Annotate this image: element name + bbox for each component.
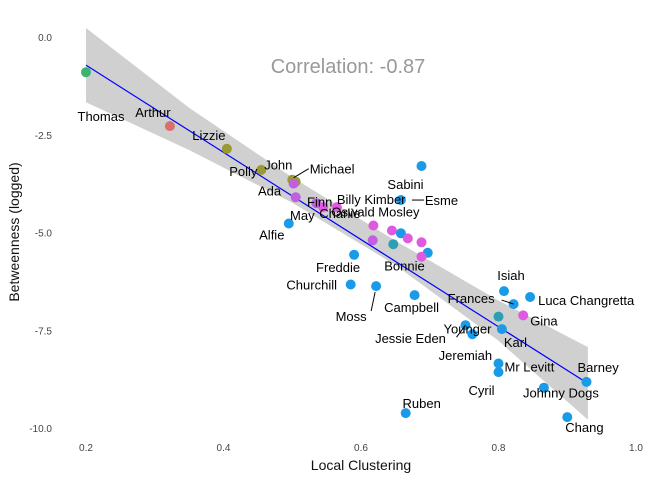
point-label: Polly xyxy=(229,164,258,179)
scatter-point xyxy=(386,225,397,236)
scatter-point xyxy=(416,237,427,248)
label-leader-line xyxy=(501,299,514,305)
scatter-point xyxy=(345,279,356,290)
point-label: Churchill xyxy=(286,278,337,293)
point-label: Esme xyxy=(425,193,458,208)
scatter-point xyxy=(416,251,427,262)
point-label: Lizzie xyxy=(192,128,225,143)
point-label: Luca Changretta xyxy=(538,293,635,308)
scatter-point xyxy=(256,164,267,175)
scatter-point xyxy=(368,220,379,231)
scatter-point xyxy=(283,218,294,229)
scatter-point xyxy=(395,195,406,205)
point-label: Mr Levitt xyxy=(505,360,555,375)
scatter-point xyxy=(349,249,360,260)
x-tick-label: 0.8 xyxy=(492,443,506,454)
point-label: Sabini xyxy=(387,177,423,192)
point-label: Karl xyxy=(504,335,527,350)
x-axis-ticks: 0.2 0.4 0.6 0.8 1.0 xyxy=(79,443,643,454)
point-label: Cyril xyxy=(469,383,495,398)
point-label: Billy Kimber xyxy=(337,192,406,207)
point-label: John xyxy=(264,158,292,173)
scatter-point xyxy=(562,412,573,423)
point-label: Barney xyxy=(578,360,620,375)
point-label: Freddie xyxy=(316,260,360,275)
scatter-point xyxy=(493,311,504,322)
point-label: Johnny Dogs xyxy=(523,386,599,401)
point-label: Campbell xyxy=(384,300,439,315)
scatter-point xyxy=(518,310,529,321)
point-label: Finn xyxy=(307,194,332,209)
scatter-point xyxy=(499,286,509,297)
scatter-point xyxy=(290,192,301,203)
point-label: Jeremiah xyxy=(439,348,492,363)
point-label: Alfie xyxy=(259,228,284,243)
scatter-point xyxy=(331,202,342,213)
label-leaders-layer xyxy=(293,168,514,338)
point-label: Chang xyxy=(565,420,603,435)
correlation-annotation: Correlation: -0.87 xyxy=(271,56,426,78)
point-label: Ruben xyxy=(403,396,441,411)
x-tick-label: 0.2 xyxy=(79,443,93,454)
scatter-point xyxy=(164,121,175,132)
scatter-point xyxy=(496,324,507,335)
y-axis-title: Betweenness (logged) xyxy=(6,162,22,301)
point-label: Frances xyxy=(448,291,495,306)
scatter-point xyxy=(525,292,536,302)
point-label: Younger xyxy=(444,322,493,337)
point-label: Michael xyxy=(310,162,355,177)
scatter-point xyxy=(467,329,478,340)
label-leader-line xyxy=(370,291,376,312)
y-tick-label: -5.0 xyxy=(35,229,53,240)
scatter-point xyxy=(221,143,232,154)
x-axis-title: Local Clustering xyxy=(311,457,411,473)
points-layer xyxy=(81,67,592,423)
scatter-point xyxy=(409,290,420,301)
scatter-point xyxy=(538,382,549,393)
point-labels-layer: Thomas Arthur Lizzie Polly John Michael Ada Fin… xyxy=(78,105,635,435)
x-tick-label: 0.6 xyxy=(354,443,368,454)
point-label: Charlie xyxy=(319,206,360,221)
point-label: Isiah xyxy=(497,268,524,283)
scatter-point xyxy=(318,202,329,213)
scatter-point xyxy=(400,408,411,419)
y-tick-label: -7.5 xyxy=(35,326,53,337)
y-tick-label: -10.0 xyxy=(29,424,52,435)
scatter-point xyxy=(367,235,378,246)
y-axis-ticks: 0.0 -2.5 -5.0 -7.5 -10.0 xyxy=(29,33,52,435)
scatter-point xyxy=(581,376,592,387)
scatter-point xyxy=(493,367,504,378)
point-label: Oswald Mosley xyxy=(331,205,420,220)
scatter-point xyxy=(288,178,299,189)
label-leader-line xyxy=(293,168,309,179)
scatter-point xyxy=(402,233,413,244)
scatter-point xyxy=(371,281,382,292)
point-label: Thomas xyxy=(78,109,125,124)
point-label: May xyxy=(290,208,315,223)
y-tick-label: -2.5 xyxy=(35,131,53,142)
point-label: Gina xyxy=(530,313,558,328)
scatter-point xyxy=(395,228,406,239)
point-label: Arthur xyxy=(135,105,171,120)
point-label: Jessie Eden xyxy=(375,331,446,346)
x-tick-label: 1.0 xyxy=(629,443,643,454)
label-leader-line xyxy=(456,324,466,338)
point-label: Ada xyxy=(258,184,282,199)
scatter-point xyxy=(388,239,399,250)
y-tick-label: 0.0 xyxy=(38,33,52,44)
scatter-point xyxy=(81,67,91,78)
x-tick-label: 0.4 xyxy=(217,443,231,454)
scatter-point xyxy=(416,161,427,171)
point-label: Bonnie xyxy=(384,259,424,274)
point-label: Moss xyxy=(336,309,368,324)
scatter-point xyxy=(493,358,504,369)
